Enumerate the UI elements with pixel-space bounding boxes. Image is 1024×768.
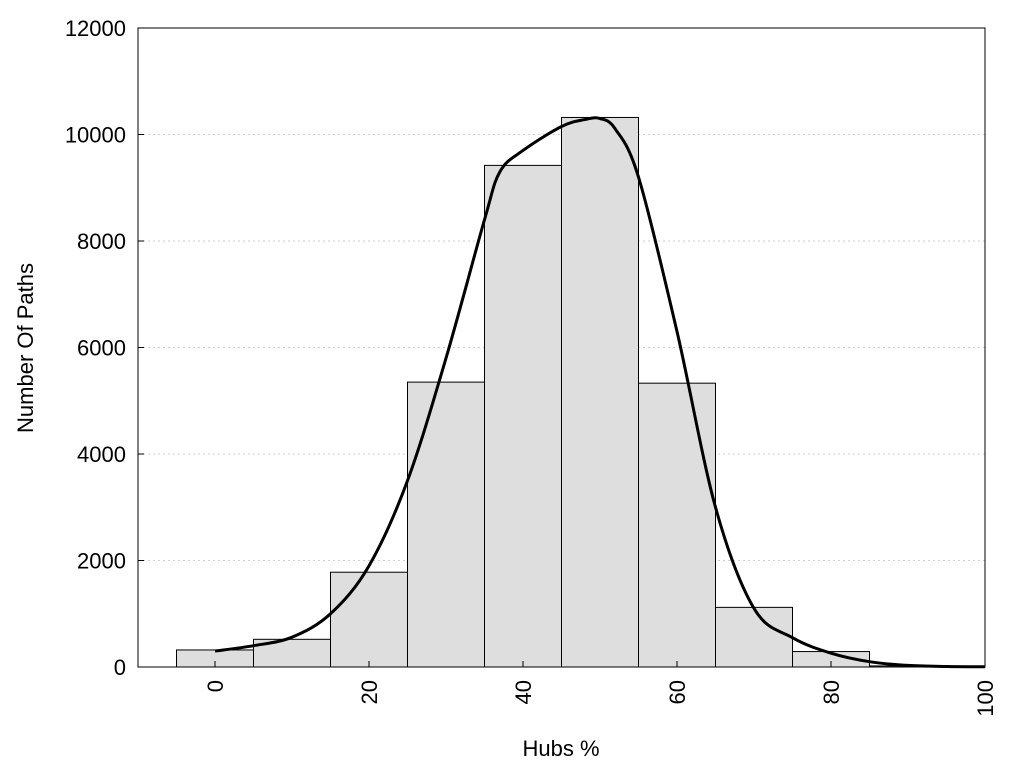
histogram-bar [638,382,716,668]
x-axis-title: Hubs % [522,736,599,761]
y-tick-label: 0 [114,655,126,680]
grid-lines [138,134,985,561]
x-tick-label: 80 [819,680,844,704]
histogram-bars [176,116,947,668]
y-tick-label: 10000 [65,123,126,148]
histogram-bar [330,571,408,668]
density-curve-group [214,116,986,669]
y-tick-label: 8000 [77,229,126,254]
y-axis-title: Number Of Paths [13,263,38,433]
y-axis-ticks: 0 2000 4000 6000 8000 10000 12000 [65,16,144,680]
x-tick-label: 40 [511,680,536,704]
y-tick-label: 4000 [77,442,126,467]
x-tick-label: 20 [357,680,382,704]
histogram-bar [561,116,639,668]
x-tick-label: 60 [665,680,690,704]
density-curve [214,116,986,669]
histogram-bar [715,606,793,668]
histogram-bar [407,381,485,668]
x-tick-label: 100 [973,680,998,717]
x-axis-ticks: 0 20 40 60 80 100 [203,661,998,717]
histogram-bar [484,164,562,668]
y-tick-label: 2000 [77,549,126,574]
y-tick-label: 6000 [77,336,126,361]
x-tick-label: 0 [203,680,228,692]
y-tick-label: 12000 [65,16,126,41]
